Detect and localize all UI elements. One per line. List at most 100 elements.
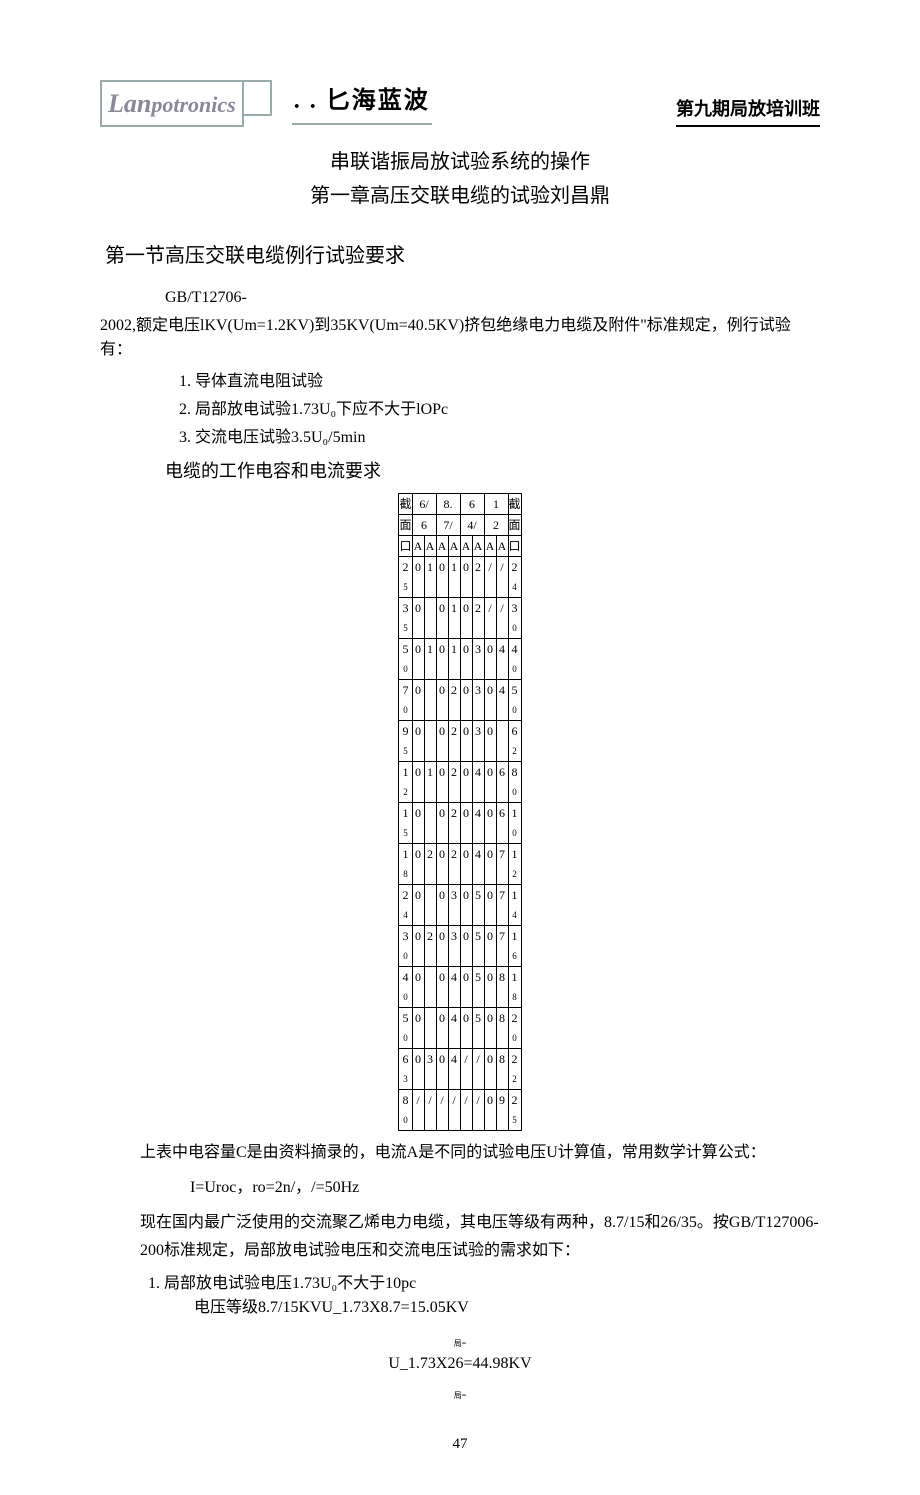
formula-current: I=Uroc，ro=2n/，/=50Hz [190, 1174, 820, 1203]
table-cell: 0 [399, 659, 412, 680]
table-cell [448, 823, 460, 844]
table-cell: 2 [424, 926, 436, 947]
table-cell: A [448, 536, 460, 557]
table-cell: 3 [472, 639, 484, 660]
table-cell: / [472, 1049, 484, 1070]
table-cell: 0 [436, 598, 448, 619]
table-cell: / [412, 1090, 424, 1111]
table-cell: 7 [496, 844, 508, 865]
table-cell [424, 885, 436, 906]
table-cell [424, 782, 436, 803]
table-cell [460, 1069, 472, 1090]
table-cell [424, 1069, 436, 1090]
table-cell [436, 782, 448, 803]
calc-title: 局部放电试验电压1.73U₀不大于10pc [164, 1275, 416, 1292]
table-cell [472, 700, 484, 721]
table-cell [484, 905, 496, 926]
table-cell: 8 [508, 987, 521, 1008]
table-cell: 1 [508, 803, 521, 824]
table-explanation: 上表中电容量C是由资料摘录的，电流A是不同的试验电压U计算值，常用数学计算公式： [140, 1139, 820, 1168]
table-cell [460, 864, 472, 885]
table-cell: 7 [496, 885, 508, 906]
table-cell [460, 987, 472, 1008]
logo-tail-shape [242, 80, 272, 116]
table-cell: 0 [508, 659, 521, 680]
table-cell [472, 577, 484, 598]
training-class-label: 第九期局放培训班 [676, 96, 820, 127]
table-cell [460, 905, 472, 926]
table-cell: A [412, 536, 424, 557]
formula-sub-1: 局= [100, 1326, 820, 1350]
table-cell [472, 659, 484, 680]
table-cell [496, 659, 508, 680]
table-cell [496, 1110, 508, 1131]
table-cell: 0 [412, 1049, 424, 1070]
table-cell [460, 659, 472, 680]
table-cell [472, 1069, 484, 1090]
table-cell: 0 [460, 721, 472, 742]
table-cell: 0 [484, 680, 496, 701]
table-cell [436, 577, 448, 598]
table-cell: 0 [399, 946, 412, 967]
table-cell [472, 987, 484, 1008]
table-cell: 2 [472, 598, 484, 619]
table-cell: 4 [508, 577, 521, 598]
table-cell [472, 618, 484, 639]
section-1-title: 第一节高压交联电缆例行试验要求 [105, 241, 820, 271]
table-cell [424, 967, 436, 988]
table-cell: 0 [484, 885, 496, 906]
table-cell [496, 700, 508, 721]
table-cell: A [472, 536, 484, 557]
standard-body: 2002,额定电压lKV(Um=1.2KV)到35KV(Um=40.5KV)挤包… [100, 314, 820, 362]
table-cell: 0 [508, 823, 521, 844]
table-cell [436, 823, 448, 844]
table-cell: 0 [484, 721, 496, 742]
table-cell: 0 [436, 803, 448, 824]
table-cell: 0 [412, 844, 424, 865]
table-cell [424, 803, 436, 824]
table-cell: / [460, 1049, 472, 1070]
table-cell [472, 1028, 484, 1049]
table-cell [436, 1110, 448, 1131]
table-cell [436, 1069, 448, 1090]
table-cell: 3 [508, 598, 521, 619]
table-cell: 6 [496, 803, 508, 824]
table-cell: 0 [436, 844, 448, 865]
table-cell: 0 [460, 885, 472, 906]
table-cell: 0 [436, 885, 448, 906]
table-cell: 0 [436, 639, 448, 660]
table-cell [448, 1110, 460, 1131]
table-cell [424, 577, 436, 598]
table-cell [448, 864, 460, 885]
table-cell [424, 618, 436, 639]
table-cell: 0 [412, 762, 424, 783]
table-cell: 0 [460, 803, 472, 824]
table-cell [496, 823, 508, 844]
table-header-cell: 8. [436, 494, 460, 515]
standard-reference: GB/T12706- [165, 286, 820, 310]
calc-line-1: 电压等级8.7/15KVU_1.73X8.7=15.05KV [194, 1296, 820, 1320]
table-cell: / [496, 598, 508, 619]
table-cell [424, 1110, 436, 1131]
table-cell: 0 [412, 926, 424, 947]
table-title: 电缆的工作电容和电流要求 [165, 458, 820, 485]
table-cell [472, 946, 484, 967]
table-cell: 8 [496, 1049, 508, 1070]
table-cell: 0 [484, 967, 496, 988]
table-cell: A [424, 536, 436, 557]
table-cell [424, 700, 436, 721]
document-title: 串联谐振局放试验系统的操作 第一章高压交联电缆的试验刘昌鼎 [100, 147, 820, 211]
table-cell: 0 [484, 803, 496, 824]
table-cell [448, 659, 460, 680]
table-cell [472, 741, 484, 762]
table-cell [460, 577, 472, 598]
table-cell [412, 782, 424, 803]
table-cell [412, 1028, 424, 1049]
table-cell: 8 [399, 1090, 412, 1111]
table-cell [412, 741, 424, 762]
table-cell [484, 1028, 496, 1049]
table-cell [412, 905, 424, 926]
table-cell [496, 987, 508, 1008]
table-cell: 2 [448, 762, 460, 783]
table-cell [424, 721, 436, 742]
